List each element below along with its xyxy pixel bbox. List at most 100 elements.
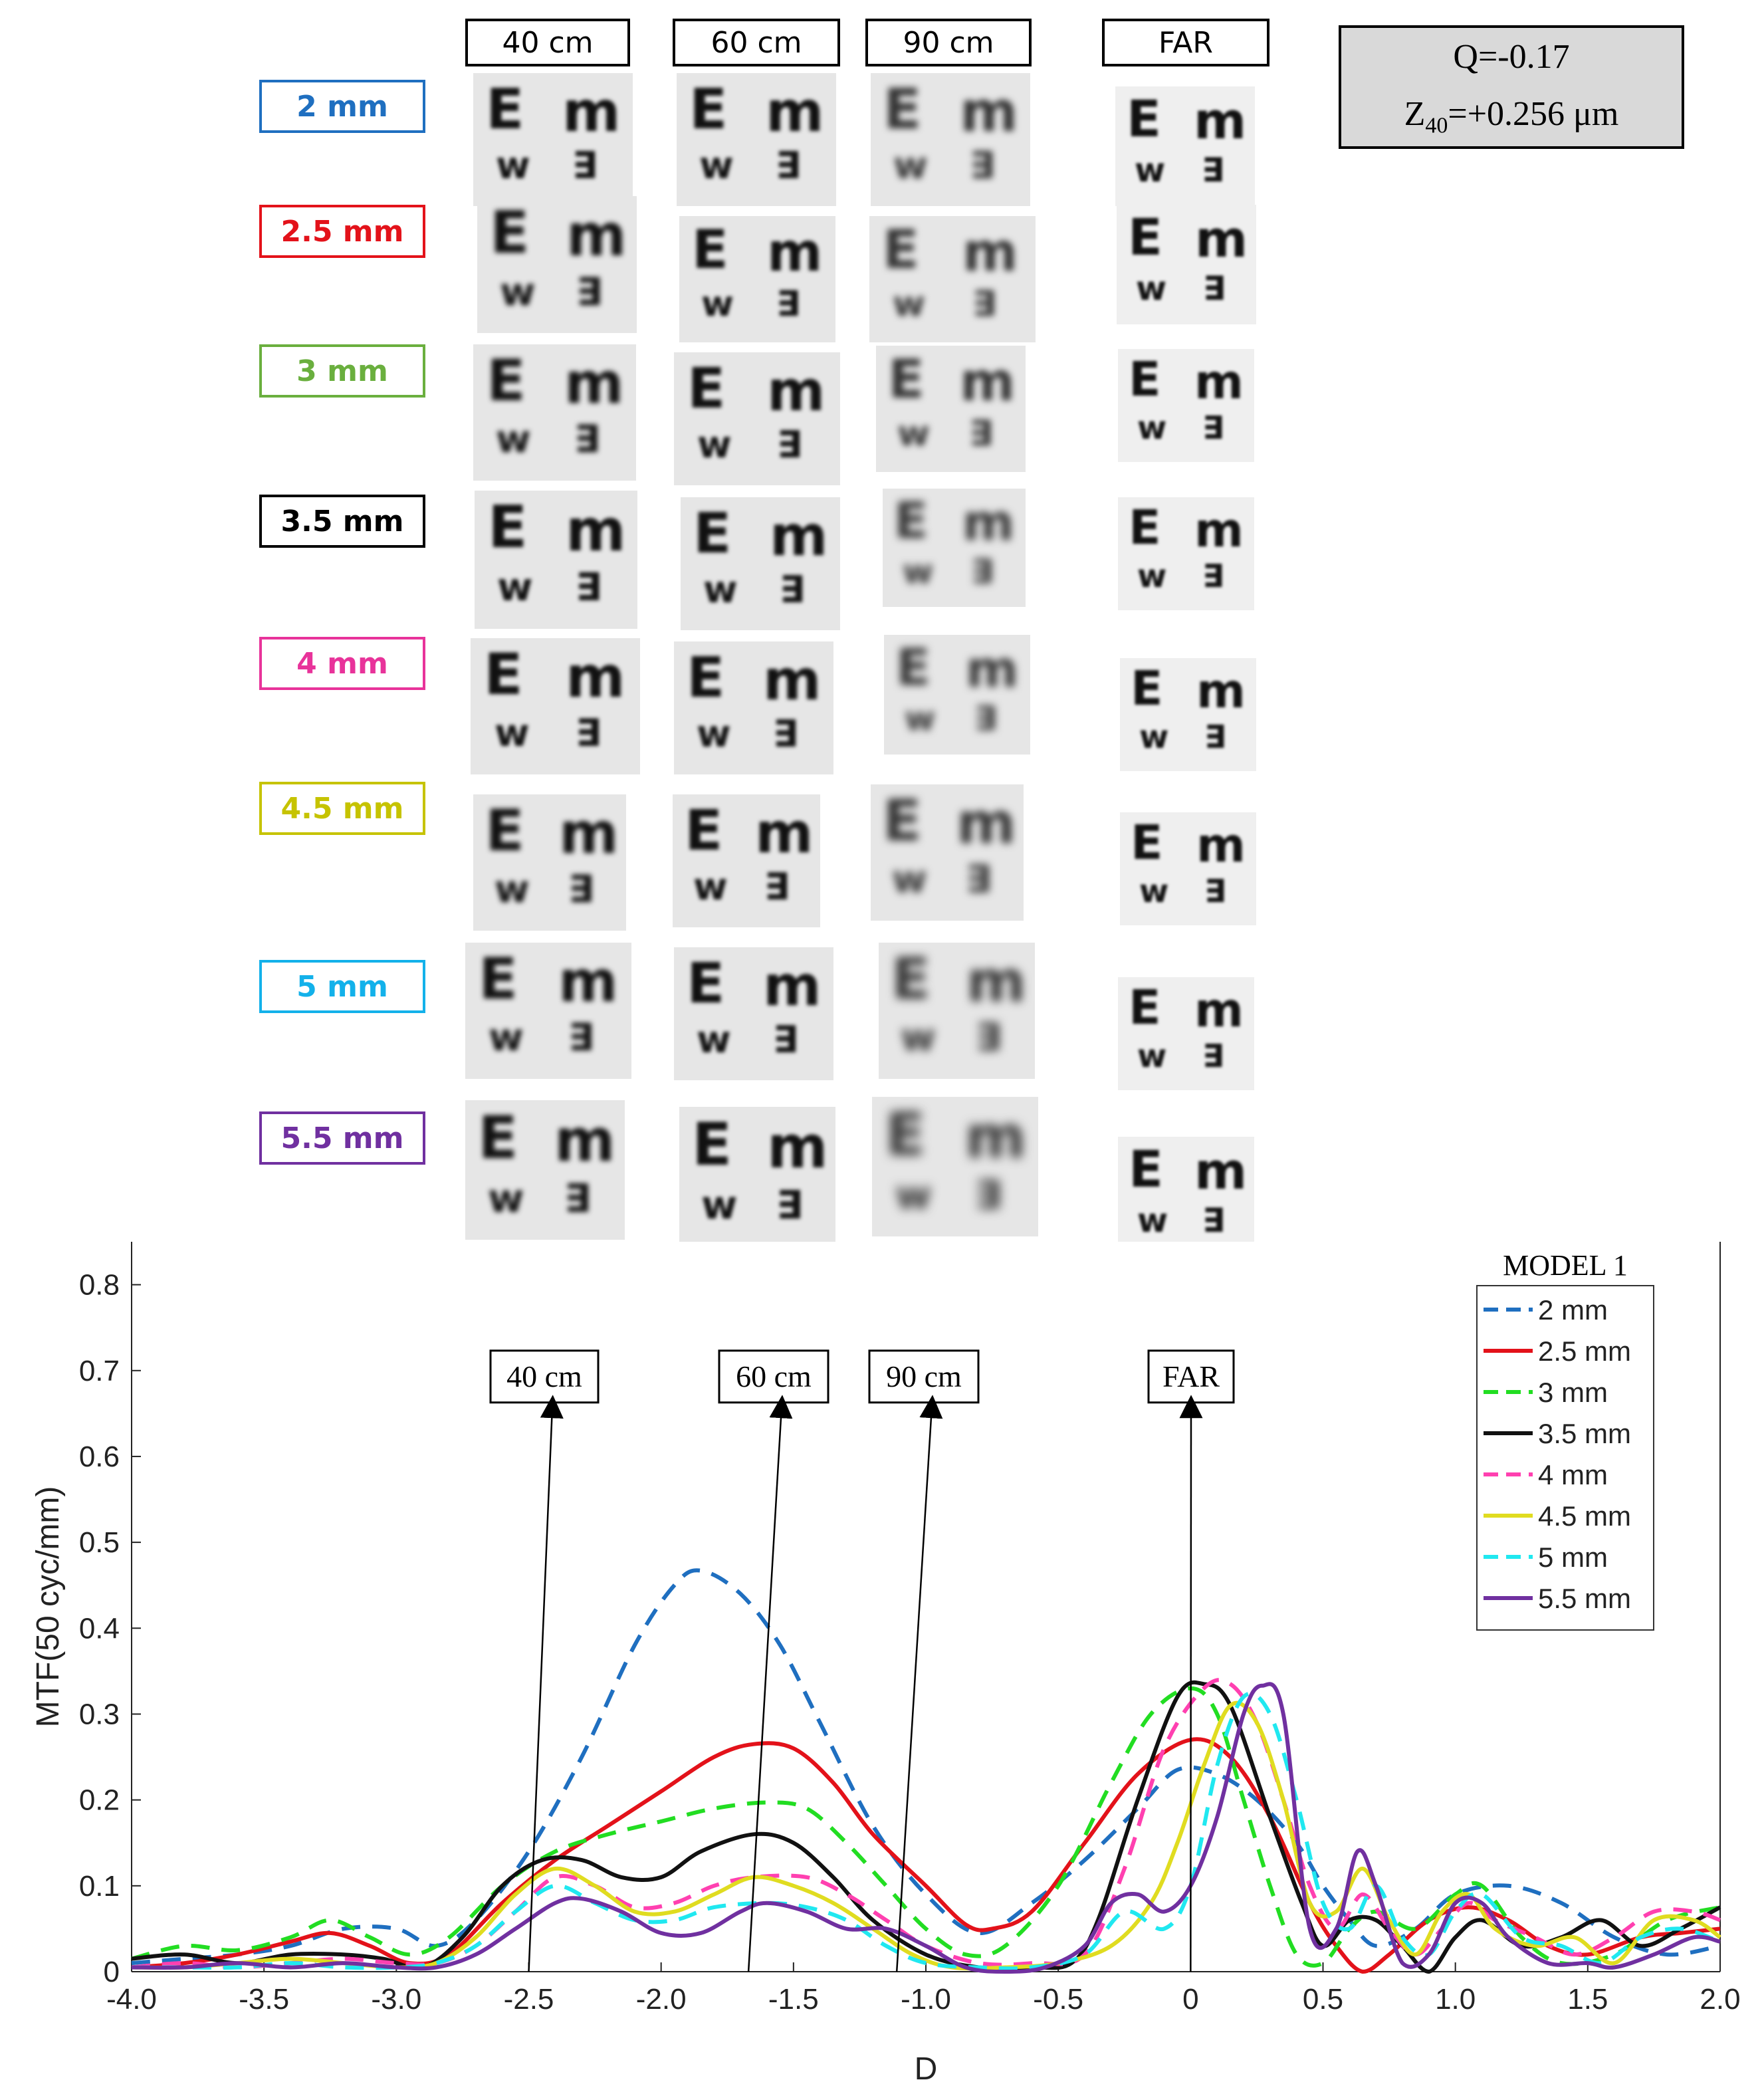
optotype-e: E — [478, 1104, 518, 1172]
optotype-w: w — [1135, 151, 1166, 189]
optotype-m: m — [554, 1106, 615, 1175]
series-line-3-mm — [131, 1686, 1721, 1968]
optotype-w: w — [697, 1018, 731, 1062]
optotype-w: w — [893, 144, 928, 187]
legend-label: 4.5 mm — [1538, 1500, 1631, 1532]
optotype-m: m — [767, 221, 823, 283]
optotype-m: m — [962, 493, 1015, 552]
optotype-e: E — [1128, 207, 1162, 267]
optotype-m: m — [763, 647, 822, 713]
y-tick-label: 0.1 — [79, 1870, 120, 1903]
x-tick-label: -0.5 — [1033, 1983, 1083, 2016]
optotype-e: E — [1129, 1139, 1163, 1199]
optotype-m: m — [1194, 354, 1244, 409]
optotype-m: m — [558, 949, 618, 1015]
optotype-e: E — [485, 798, 524, 864]
optotype-m: m — [1194, 1141, 1248, 1201]
optotype-reversed-e: ∃ — [1204, 873, 1226, 910]
x-tick-label: 2.0 — [1700, 1983, 1740, 2016]
optotype-e: E — [1129, 500, 1161, 555]
optotype-reversed-e: ∃ — [568, 868, 594, 911]
pupil-label-5mm: 5 mm — [259, 960, 425, 1013]
legend-label: 3 mm — [1538, 1377, 1608, 1408]
optotype-e: E — [484, 641, 523, 708]
x-tick-label: -3.5 — [239, 1983, 289, 2016]
pupil-label-3mm: 3 mm — [259, 344, 425, 398]
optotype-e: E — [685, 798, 723, 863]
optotype-w: w — [905, 699, 936, 738]
annotation-arrow — [528, 1395, 564, 1972]
optotype-w: w — [496, 144, 530, 187]
x-tick-label: -4.0 — [106, 1983, 157, 2016]
legend-label: 5.5 mm — [1538, 1583, 1631, 1614]
y-tick-label: 0 — [104, 1956, 120, 1988]
y-tick-label: 0.6 — [79, 1441, 120, 1473]
legend-label: 3.5 mm — [1538, 1418, 1631, 1449]
series-line-5-mm — [132, 1691, 1721, 1971]
optotype-m: m — [1196, 663, 1246, 719]
x-axis-label: D — [915, 2051, 938, 2087]
optotype-reversed-e: ∃ — [773, 1018, 799, 1062]
optotype-reversed-e: ∃ — [974, 699, 998, 738]
optotype-w: w — [697, 423, 732, 467]
optotype-m: m — [566, 201, 627, 269]
optotype-reversed-e: ∃ — [1203, 269, 1226, 308]
pupil-label-5-5mm: 5.5 mm — [259, 1111, 425, 1165]
optotype-e: E — [689, 76, 728, 142]
optotype-m: m — [562, 79, 621, 144]
optotype-e: E — [488, 493, 528, 561]
optotype-e: E — [1127, 89, 1161, 148]
annotation-label: 40 cm — [506, 1359, 582, 1393]
optotype-w: w — [703, 568, 738, 612]
distance-label-40cm: 40 cm — [465, 19, 630, 66]
optotype-m: m — [966, 639, 1019, 699]
y-tick-label: 0.7 — [79, 1355, 120, 1387]
optics-info-box: Q=-0.17 Z40=+0.256 μm — [1339, 25, 1684, 149]
optotype-m: m — [1194, 91, 1247, 150]
distance-label-60cm: 60 cm — [673, 19, 840, 66]
annotation-label: 60 cm — [736, 1359, 812, 1393]
pupil-label-4mm: 4 mm — [259, 637, 425, 690]
optotype-reversed-e: ∃ — [972, 284, 997, 324]
optotype-m: m — [559, 800, 619, 867]
x-tick-label: 0 — [1182, 1983, 1198, 2016]
legend-label: 2 mm — [1538, 1294, 1608, 1326]
optotype-reversed-e: ∃ — [1202, 558, 1224, 595]
optotype-m: m — [1194, 503, 1244, 558]
optotype-e: E — [487, 348, 526, 414]
optotype-reversed-e: ∃ — [975, 1172, 1002, 1218]
optotype-e: E — [486, 76, 524, 142]
q-value: Q=-0.17 — [1453, 38, 1570, 76]
optotype-m: m — [962, 221, 1018, 283]
optotype-e: E — [1129, 352, 1161, 407]
optotype-reversed-e: ∃ — [971, 552, 994, 591]
optotype-reversed-e: ∃ — [1202, 151, 1225, 189]
optotype-m: m — [566, 497, 626, 564]
optotype-w: w — [697, 713, 731, 756]
optotype-w: w — [693, 866, 728, 909]
y-tick-label: 0.4 — [79, 1612, 120, 1645]
optotype-e: E — [883, 788, 922, 854]
z40-subscript: 40 — [1425, 113, 1448, 138]
optotype-reversed-e: ∃ — [576, 564, 602, 610]
series-line-2-5-mm — [131, 1737, 1721, 1974]
optotype-e: E — [883, 76, 922, 142]
optotype-e: E — [687, 356, 726, 421]
optotype-w: w — [1139, 719, 1169, 756]
